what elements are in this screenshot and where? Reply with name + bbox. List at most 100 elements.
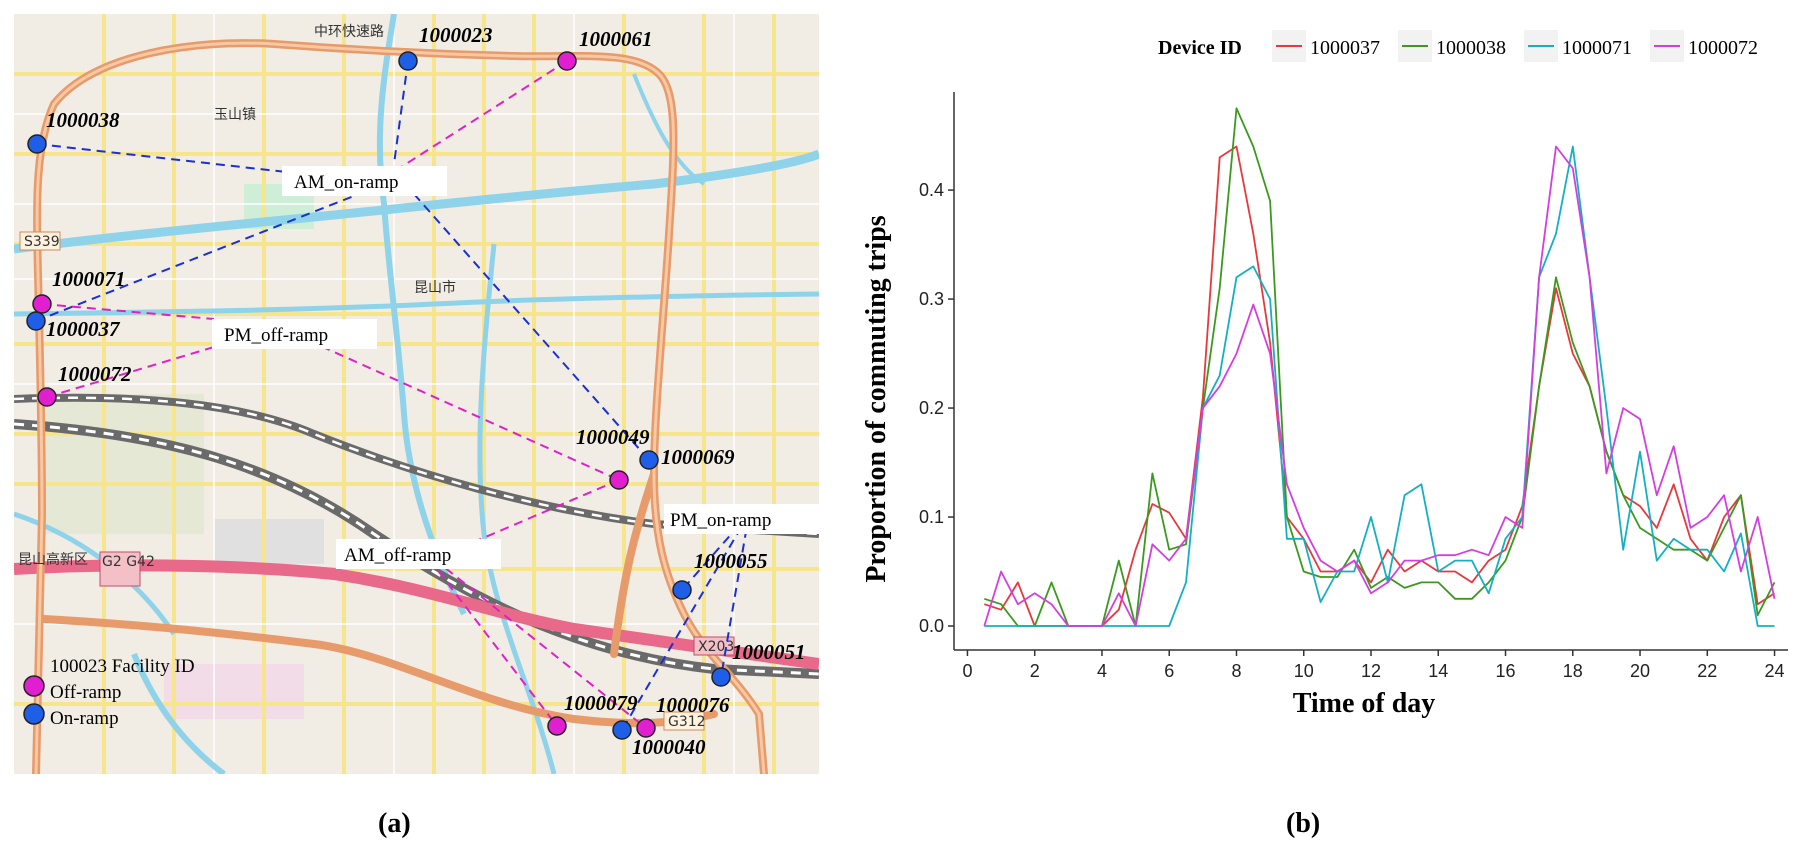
series-line-1000038 xyxy=(984,107,1776,627)
am-on-ramp-box xyxy=(282,166,447,196)
link-am-off-1000079 xyxy=(428,558,558,727)
facility-label-1000079: 1000079 xyxy=(564,691,638,715)
legend-off-ramp-marker xyxy=(23,675,45,697)
facility-label-1000069: 1000069 xyxy=(661,445,735,469)
legend-off-ramp-label: Off-ramp xyxy=(50,682,121,703)
map-legend-title: 100023 Facility ID xyxy=(50,656,195,677)
x-tick-label: 4 xyxy=(1097,661,1107,681)
caption-b: (b) xyxy=(1286,808,1321,839)
facility-label-1000049: 1000049 xyxy=(576,425,650,449)
pm-off-ramp-label: PM_off-ramp xyxy=(224,325,328,346)
road-label-ring: 中环快速路 xyxy=(314,24,384,40)
place-yushan: 玉山镇 xyxy=(214,107,256,123)
link-am-on-1000023 xyxy=(393,60,409,165)
facility-label-1000051: 1000051 xyxy=(732,640,806,664)
facility-label-1000055: 1000055 xyxy=(694,549,768,573)
x-tick-label: 16 xyxy=(1496,661,1516,681)
chart-legend: Device ID 1000037 1000038 1000071 100007… xyxy=(1158,30,1758,62)
y-tick-label: 0.1 xyxy=(919,507,944,527)
x-tick-label: 8 xyxy=(1231,661,1241,681)
facility-label-1000037: 1000037 xyxy=(46,317,121,341)
x-tick-label: 10 xyxy=(1294,661,1314,681)
x-ticks: 0 2 4 6 8 10 12 14 16 18 20 22 24 xyxy=(962,650,1785,681)
x-tick-label: 20 xyxy=(1630,661,1650,681)
marker-1000040 xyxy=(612,720,632,740)
x-tick-label: 18 xyxy=(1563,661,1583,681)
x-tick-label: 2 xyxy=(1030,661,1040,681)
legend-label-1000071: 1000071 xyxy=(1562,37,1632,59)
road-label-x203: X203 xyxy=(698,639,734,655)
pm-off-ramp-box xyxy=(212,319,377,349)
marker-1000023 xyxy=(398,51,418,71)
marker-1000069 xyxy=(609,470,629,490)
am-off-ramp-box xyxy=(336,539,501,569)
series-line-1000037 xyxy=(984,145,1775,627)
link-pm-on-1000051 xyxy=(720,513,750,678)
facility-label-1000076: 1000076 xyxy=(656,693,730,717)
railways xyxy=(14,393,819,679)
facility-label-1000040: 1000040 xyxy=(632,735,706,759)
series-line-1000072 xyxy=(983,145,1776,627)
map-park-area xyxy=(44,394,204,534)
marker-1000061 xyxy=(557,51,577,71)
am-on-ramp-label: AM_on-ramp xyxy=(294,172,398,193)
chart: Device ID 1000037 1000038 1000071 100007… xyxy=(861,30,1788,719)
marker-1000051 xyxy=(711,667,731,687)
pm-on-ramp-box xyxy=(664,504,819,534)
x-tick-label: 14 xyxy=(1428,661,1448,681)
marker-1000037 xyxy=(26,311,46,331)
major-roads-inner xyxy=(34,41,766,774)
map-panel: 玉山镇 昆山市 S339 G2 G42 X203 G312 中环快速路 昆山高新… xyxy=(14,14,819,774)
y-tick-label: 0.4 xyxy=(919,180,944,200)
link-pm-off-1000071 xyxy=(41,303,215,320)
am-off-ramp-label: AM_off-ramp xyxy=(344,545,451,566)
caption-a: (a) xyxy=(378,808,411,839)
marker-1000049 xyxy=(639,450,659,470)
x-axis-title: Time of day xyxy=(1293,688,1436,719)
facility-label-1000023: 1000023 xyxy=(419,23,493,47)
marker-1000038 xyxy=(27,134,47,154)
y-tick-label: 0.0 xyxy=(919,616,944,636)
road-label-s339: S339 xyxy=(24,234,60,250)
x-tick-label: 6 xyxy=(1164,661,1174,681)
road-shield-g2 xyxy=(99,551,141,587)
y-ticks: 0.0 0.1 0.2 0.3 0.4 xyxy=(919,180,954,636)
link-pm-on-1000040 xyxy=(621,513,750,731)
x-tick-label: 24 xyxy=(1765,661,1785,681)
x-tick-label: 0 xyxy=(962,661,972,681)
place-kunshan: 昆山市 xyxy=(414,279,456,296)
marker-1000072 xyxy=(37,387,57,407)
marker-1000055 xyxy=(672,580,692,600)
marker-1000079 xyxy=(547,716,567,736)
legend-label-1000038: 1000038 xyxy=(1436,37,1506,59)
pm-on-ramp-label: PM_on-ramp xyxy=(670,510,771,531)
road-label-g312: G312 xyxy=(668,714,706,730)
y-axis-title: Proportion of commuting trips xyxy=(861,215,892,582)
link-am-on-1000037 xyxy=(35,193,360,322)
road-shield-s339 xyxy=(19,231,61,251)
facility-markers xyxy=(26,51,731,740)
x-tick-label: 12 xyxy=(1361,661,1381,681)
legend-on-ramp-marker xyxy=(23,703,45,725)
facility-label-1000061: 1000061 xyxy=(579,27,653,51)
legend-label-1000037: 1000037 xyxy=(1310,37,1380,59)
x-tick-label: 22 xyxy=(1697,661,1717,681)
legend-label-1000072: 1000072 xyxy=(1688,37,1758,59)
marker-1000076 xyxy=(636,718,656,738)
road-shield-x203 xyxy=(693,636,735,656)
map-legend: 100023 Facility ID Off-ramp On-ramp xyxy=(23,656,195,729)
link-am-off-1000076 xyxy=(433,558,647,729)
legend-on-ramp-label: On-ramp xyxy=(50,708,119,729)
facility-label-1000071: 1000071 xyxy=(52,267,126,291)
map-gray-area xyxy=(214,519,324,564)
legend-title: Device ID xyxy=(1158,37,1242,59)
series-line-1000071 xyxy=(984,145,1775,627)
map-canvas: 玉山镇 昆山市 S339 G2 G42 X203 G312 中环快速路 昆山高新… xyxy=(14,14,819,774)
road-label-g2: G2 G42 xyxy=(102,554,155,570)
y-tick-label: 0.3 xyxy=(919,289,944,309)
facility-label-1000038: 1000038 xyxy=(46,108,120,132)
map-pink-area xyxy=(164,664,304,719)
rivers xyxy=(14,14,819,774)
place-gaoxin: 昆山高新区 xyxy=(18,551,88,568)
series-lines xyxy=(983,107,1776,627)
